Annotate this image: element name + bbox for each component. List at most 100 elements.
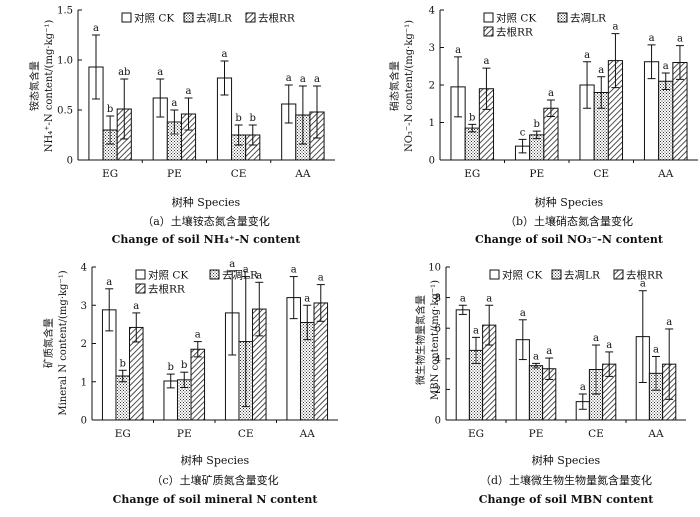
panel-d-sig-letter-rr: a [606, 340, 612, 351]
panel-d-ytick-label: 0 [435, 416, 441, 427]
panel-b-sig-letter-lr: b [534, 119, 540, 130]
panel-b: 硝态氮含量 NO₃⁻-N content/(mg·kg⁻¹) 树种 Specie… [388, 6, 698, 246]
panel-b-sig-letter-rr: a [677, 34, 683, 45]
panel-b-xlabel: 树种 Species [535, 195, 604, 209]
panel-b-category-label: PE [529, 168, 544, 180]
panel-b-legend-label-ck: 对照 CK [496, 12, 536, 25]
panel-c-ytick-label: 0 [81, 416, 87, 427]
panel-b-ytick-label: 1 [429, 118, 435, 129]
panel-c-category-label: PE [177, 428, 192, 440]
panel-c-category-label: EG [115, 428, 131, 440]
panel-d-category-label: EG [468, 428, 484, 440]
panel-d-legend-label-rr: 去根RR [626, 269, 664, 282]
panel-c-category-label: CE [238, 428, 254, 440]
panel-b-bar-lr [464, 127, 480, 161]
panel-a-caption-en: Change of soil NH₄⁺-N content [112, 233, 302, 246]
panel-a-sig-letter-ck: a [286, 73, 292, 84]
panel-c-ytick-label: 4 [81, 263, 87, 274]
panel-a-ytick-label: 0.5 [57, 106, 73, 117]
panel-a-sig-letter-lr: a [171, 98, 177, 109]
panel-a-sig-letter-rr: a [314, 74, 320, 85]
panel-b-legend-label-rr: 去根RR [496, 26, 534, 39]
panel-d-sig-letter-rr: a [666, 317, 672, 328]
panel-a-ytick-label: 1.5 [57, 6, 73, 17]
panel-c-ylabel-en: Mineral N content/(mg·kg⁻¹) [58, 270, 69, 415]
panel-c-legend-swatch-ck [135, 269, 146, 280]
panel-b-legend-swatch-ck [483, 12, 494, 23]
panel-c-bar-lr [115, 375, 131, 421]
panel-a-category-label: AA [294, 168, 311, 180]
panel-d-ytick-label: 2 [435, 385, 441, 396]
panel-a-sig-letter-ck: a [222, 49, 228, 60]
panel-b-sig-letter-rr: a [612, 22, 618, 33]
panel-c-caption-zh: （c）土壤矿质氮含量变化 [151, 473, 278, 487]
panel-a-caption-zh: （a）土壤铵态氮含量变化 [142, 214, 270, 228]
panel-b-legend-swatch-lr [557, 12, 568, 23]
panel-b-caption-zh: （b）土壤硝态氮含量变化 [505, 214, 633, 228]
panel-d-sig-letter-ck: a [580, 382, 586, 393]
panel-d-sig-letter-ck: a [520, 308, 526, 319]
panel-d-ylabel-en: MBN content/(mg·kg⁻¹) [430, 280, 441, 400]
panel-c-sig-letter-rr: a [256, 270, 262, 281]
panel-c: 矿质氮含量 Mineral N content/(mg·kg⁻¹) 树种 Spe… [42, 259, 338, 506]
panel-d-sig-letter-rr: a [546, 346, 552, 357]
panel-c-legend-label-rr: 去根RR [148, 283, 186, 296]
panel-a-category-label: CE [231, 168, 247, 180]
panel-d-category-label: CE [588, 428, 604, 440]
panel-a-ytick-label: 0 [67, 156, 73, 167]
panel-a-legend-label-lr: 去凋LR [196, 13, 233, 25]
panel-c-sig-letter-rr: a [318, 273, 324, 284]
panel-d-bar-lr [528, 365, 544, 421]
panel-c-ytick-label: 3 [81, 301, 87, 312]
panel-b-sig-letter-rr: a [548, 88, 554, 99]
panel-c-legend-swatch-rr [135, 283, 146, 294]
panel-b-bar-lr [658, 80, 674, 161]
panel-c-sig-letter-lr: a [243, 265, 249, 276]
panel-a-ylabel-zh: 铵态氮含量 [28, 61, 41, 111]
panel-d-xlabel: 树种 Species [532, 453, 601, 467]
panel-d-legend-swatch-lr [551, 269, 562, 280]
panel-d-sig-letter-lr: a [533, 351, 539, 362]
panel-c-sig-letter-lr: b [181, 360, 187, 371]
panel-a-ylabel-en: NH₄⁺-N content/(mg·kg⁻¹) [44, 20, 55, 153]
panel-c-sig-letter-ck: a [291, 265, 297, 276]
panel-a-legend-swatch-lr [183, 12, 194, 23]
panel-d-caption-en: Change of soil MBN content [479, 493, 654, 506]
panel-c-sig-letter-rr: a [133, 301, 139, 312]
panel-c-sig-letter-ck: b [168, 362, 174, 373]
panel-b-sig-letter-rr: a [483, 56, 489, 67]
panel-c-sig-letter-ck: a [106, 277, 112, 288]
panel-a-sig-letter-lr: b [235, 113, 241, 124]
panel-c-legend-swatch-lr [209, 269, 220, 280]
panel-c-caption-en: Change of soil mineral N content [113, 493, 319, 506]
panel-a-sig-letter-rr: a [186, 86, 192, 97]
panel-a-category-label: EG [102, 168, 118, 180]
panel-d-sig-letter-rr: a [486, 293, 492, 304]
panel-d-sig-letter-lr: a [593, 333, 599, 344]
panel-a-category-label: PE [167, 168, 182, 180]
panel-d-legend-swatch-rr [613, 269, 624, 280]
panel-d-sig-letter-ck: a [460, 293, 466, 304]
panel-a-legend-label-rr: 去根RR [258, 12, 296, 25]
panel-d-bar-ck [455, 309, 470, 421]
panel-b-category-label: EG [464, 168, 480, 180]
panel-a-sig-letter-rr: b [250, 113, 256, 124]
panel-d: 微生物生物量氮含量 MBN content/(mg·kg⁻¹) 树种 Speci… [414, 263, 686, 506]
panel-b-sig-letter-lr: b [469, 112, 475, 123]
panel-a-sig-letter-rr: ab [118, 67, 130, 78]
panel-b-sig-letter-ck: a [649, 33, 655, 44]
panel-b-caption-en: Change of soil NO₃⁻-N content [475, 233, 664, 246]
panel-d-legend-label-ck: 对照 CK [502, 269, 542, 282]
panel-c-ytick-label: 2 [81, 339, 87, 350]
panel-a-legend-label-ck: 对照 CK [134, 12, 174, 25]
panel-b-ylabel-zh: 硝态氮含量 [388, 61, 401, 111]
panel-d-ytick-label: 6 [435, 324, 441, 335]
panel-b-sig-letter-ck: a [584, 50, 590, 61]
panel-b-sig-letter-ck: c [520, 127, 526, 138]
panel-b-sig-letter-lr: a [598, 65, 604, 76]
panel-b-legend-swatch-rr [483, 26, 494, 37]
panel-a-sig-letter-lr: a [300, 74, 306, 85]
panel-a-sig-letter-ck: a [93, 23, 99, 34]
panel-c-xlabel: 树种 Species [181, 453, 250, 467]
panel-a-legend-swatch-ck [121, 12, 132, 23]
